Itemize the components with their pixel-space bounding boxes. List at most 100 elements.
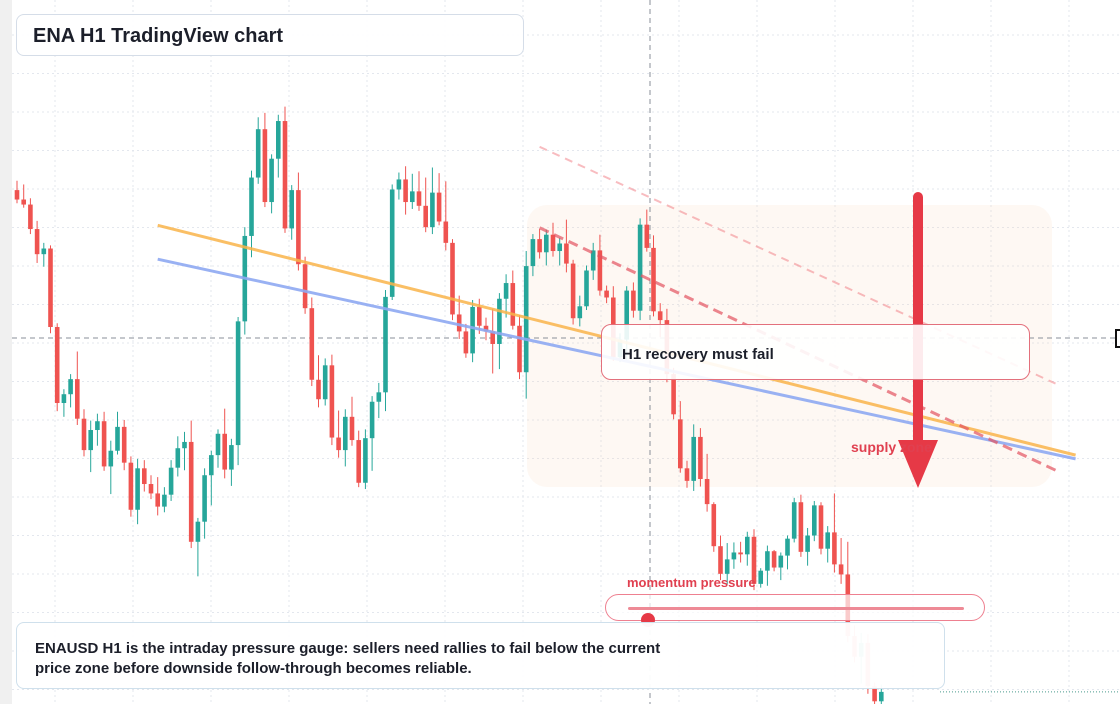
candle-bearish (570, 263, 576, 319)
candle-bullish (209, 455, 214, 476)
candle-bearish (436, 192, 442, 222)
candle-bearish (403, 179, 408, 203)
candle-bearish (28, 204, 33, 230)
candle-bearish (349, 416, 355, 441)
candle-bearish (296, 190, 301, 265)
candle-bullish (637, 224, 643, 311)
callout-box: H1 recovery must fail (601, 324, 1030, 380)
candle-bullish (544, 234, 549, 253)
candle-bearish (423, 205, 428, 228)
candle-bullish (389, 189, 395, 297)
candle-bullish (557, 243, 562, 252)
candle-bearish (651, 247, 656, 312)
candle-bullish (202, 475, 207, 522)
candle-bullish (182, 441, 187, 449)
candle-bearish (483, 325, 489, 332)
candle-bearish (416, 191, 422, 206)
candle-bearish (456, 314, 462, 332)
candle-bullish (731, 552, 737, 560)
candle-bullish (530, 239, 536, 267)
candle-bullish (825, 532, 830, 549)
candle-bearish (282, 121, 288, 229)
candle-bullish (249, 177, 254, 236)
candle-bearish (711, 504, 717, 547)
candle-bearish (490, 331, 495, 344)
caption-text: ENAUSD H1 is the intraday pressure gauge… (35, 640, 661, 677)
candle-bearish (81, 418, 87, 451)
candle-bearish (463, 331, 469, 354)
momentum-label: momentum pressure (627, 575, 756, 590)
candle-bearish (101, 421, 107, 467)
candle-bearish (142, 468, 147, 485)
candle-bullish (108, 450, 114, 467)
candle-bullish (410, 191, 415, 203)
candle-bullish (396, 179, 402, 190)
candle-bearish (631, 290, 636, 311)
candle-bullish (691, 436, 696, 481)
candle-bullish (584, 270, 589, 307)
price-scale-strip (0, 0, 12, 704)
candle-bearish (798, 502, 804, 552)
candle-bullish (276, 121, 281, 159)
candle-bullish (503, 283, 509, 299)
candle-bearish (75, 379, 80, 419)
candle-bullish (369, 401, 375, 439)
candle-bullish (41, 248, 47, 255)
candle-bearish (517, 325, 522, 373)
candle-bearish (537, 239, 542, 253)
candle-bearish (771, 551, 777, 568)
candle-bullish (724, 559, 730, 574)
candle-bullish (88, 430, 93, 451)
candle-bullish (758, 570, 763, 584)
candle-bearish (316, 379, 321, 400)
price-edge-marker (1115, 329, 1120, 348)
candle-bullish (879, 691, 884, 702)
caption-box: ENAUSD H1 is the intraday pressure gauge… (16, 622, 945, 689)
momentum-gauge (605, 594, 985, 627)
candle-bearish (644, 224, 650, 248)
candle-bearish (309, 308, 315, 380)
chart-title: ENA H1 TradingView chart (16, 14, 524, 56)
candle-bullish (162, 494, 167, 507)
candle-bearish (222, 433, 227, 470)
candle-bullish (785, 538, 790, 556)
candle-bearish (698, 436, 703, 479)
candle-bearish (336, 437, 341, 451)
candle-bullish (322, 365, 328, 400)
candle-bearish (751, 536, 757, 584)
candle-bullish (289, 190, 294, 229)
candle-bearish (604, 290, 609, 298)
candle-bearish (155, 493, 160, 507)
candle-bearish (14, 190, 20, 200)
candle-bullish (765, 551, 770, 571)
candle-bullish (812, 505, 817, 536)
upper-dashed-resistance (539, 145, 1056, 385)
candle-bearish (48, 248, 53, 328)
candle-bearish (148, 484, 154, 494)
candle-bullish (95, 421, 100, 431)
candle-bearish (510, 283, 516, 326)
candle-bearish (550, 234, 556, 252)
candle-bullish (778, 555, 784, 568)
supply-zone-label: supply zone (851, 439, 932, 455)
candle-bullish (383, 296, 388, 393)
candle-bullish (61, 394, 67, 404)
candle-bearish (704, 478, 710, 505)
candle-bullish (624, 290, 629, 340)
candle-bearish (302, 264, 308, 309)
candle-bullish (269, 158, 274, 203)
candle-bullish (229, 445, 234, 470)
candle-bearish (838, 564, 844, 575)
candle-bearish (34, 229, 40, 255)
candle-bullish (523, 266, 529, 373)
candle-bullish (791, 502, 797, 539)
candle-bearish (356, 440, 361, 483)
candle-bearish (443, 221, 449, 243)
candle-bearish (477, 306, 482, 326)
candle-bearish (718, 546, 723, 574)
candle-bearish (262, 129, 268, 203)
candle-bullish (235, 321, 241, 446)
candle-bearish (818, 505, 824, 549)
candle-bearish (564, 243, 569, 264)
